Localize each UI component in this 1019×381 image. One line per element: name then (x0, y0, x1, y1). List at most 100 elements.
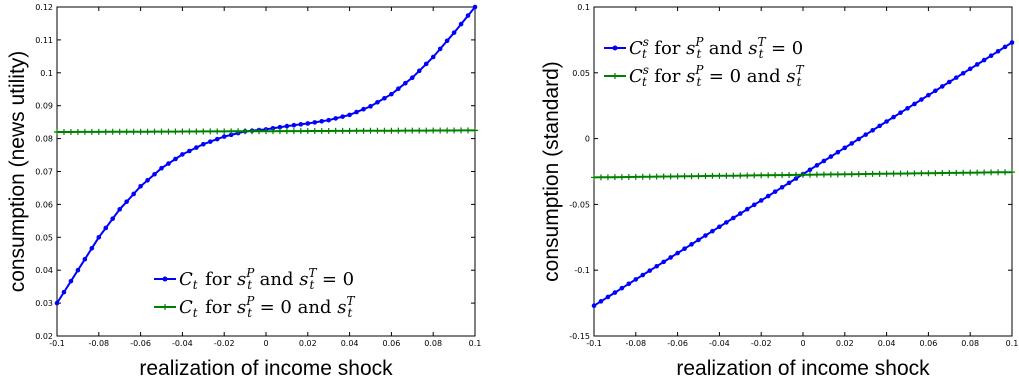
data-point (618, 174, 625, 181)
data-point (842, 145, 848, 151)
data-point (228, 128, 235, 135)
data-point (814, 163, 820, 168)
data-point (249, 128, 256, 135)
data-point (947, 79, 952, 85)
data-point (940, 84, 945, 89)
data-point (960, 70, 966, 76)
data-point (242, 128, 249, 135)
data-point (109, 128, 116, 135)
data-point (346, 127, 353, 134)
data-point (682, 246, 687, 252)
data-point (598, 299, 604, 304)
data-point (291, 122, 297, 128)
data-point (723, 172, 730, 179)
y-tick-label: -0.05 (569, 200, 590, 209)
data-point (619, 285, 625, 291)
y-tick-label: 0.05 (572, 69, 590, 78)
legend-marker (612, 73, 618, 79)
data-point (654, 263, 659, 269)
data-point (124, 199, 129, 204)
data-point (402, 127, 409, 134)
x-tick-label: 0.04 (878, 339, 896, 348)
y-tick-label: 0.06 (35, 200, 53, 209)
y-axis-label: consumption (standard) (540, 61, 563, 282)
data-point (744, 172, 751, 179)
data-point (772, 189, 778, 194)
data-point (779, 184, 785, 190)
data-point (430, 54, 436, 60)
data-point (458, 21, 464, 27)
data-point (786, 180, 792, 186)
data-point (863, 132, 868, 137)
data-point (765, 193, 771, 199)
data-point (74, 128, 81, 135)
data-point (806, 171, 813, 178)
data-point (325, 127, 332, 134)
data-point (681, 173, 688, 180)
data-point (611, 174, 618, 181)
data-point (800, 171, 806, 178)
data-point (877, 123, 882, 129)
data-point (458, 127, 465, 134)
data-point (283, 128, 290, 135)
data-point (591, 303, 597, 309)
data-point (925, 170, 932, 177)
y-tick-label: 0.02 (35, 332, 53, 341)
data-point (67, 128, 74, 135)
data-point (201, 141, 206, 147)
data-point (88, 128, 95, 135)
data-point (347, 112, 352, 118)
data-point (361, 106, 366, 112)
data-point (891, 114, 896, 120)
data-point (856, 136, 862, 142)
legend-marker (612, 45, 618, 51)
data-point (311, 128, 318, 135)
data-point (297, 128, 304, 135)
x-tick-label: 0.08 (424, 339, 442, 348)
x-tick-label: 0.02 (836, 339, 854, 348)
data-point (82, 256, 88, 262)
data-point (187, 148, 192, 154)
y-tick-label: 0.03 (35, 299, 53, 308)
data-point (626, 281, 632, 287)
data-point (437, 46, 443, 52)
data-point (130, 128, 137, 135)
data-point (200, 128, 207, 135)
x-tick-label: 0.04 (341, 339, 359, 348)
data-point (737, 172, 744, 179)
data-point (827, 171, 834, 178)
data-point (1009, 169, 1015, 176)
x-tick-label: 0.1 (1006, 339, 1019, 348)
data-point (423, 127, 430, 134)
data-point (717, 224, 722, 230)
data-point (166, 161, 171, 166)
data-point (898, 110, 903, 116)
data-point (849, 141, 855, 146)
data-point (625, 173, 632, 180)
data-point (304, 128, 311, 135)
x-tick-label: -0.02 (214, 339, 235, 348)
y-tick-label: 0.04 (35, 266, 53, 275)
data-point (214, 128, 221, 135)
data-point (820, 171, 827, 178)
data-point (703, 233, 708, 238)
data-point (416, 68, 422, 74)
data-point (290, 128, 297, 135)
data-point (828, 154, 834, 159)
data-point (368, 104, 373, 109)
data-point (834, 171, 841, 178)
data-point (276, 128, 283, 135)
data-point (848, 171, 855, 178)
data-point (172, 128, 179, 135)
data-point (890, 170, 897, 177)
data-point (905, 106, 910, 111)
data-point (117, 207, 122, 212)
data-point (353, 127, 360, 134)
data-point (744, 206, 750, 212)
data-point (263, 128, 269, 135)
y-tick-label: 0.11 (35, 36, 53, 45)
data-point (633, 277, 639, 282)
legend-label-2: Cs t for sP t = 0 and sT t (629, 63, 805, 89)
x-tick-label: 0.06 (382, 339, 400, 348)
data-point (332, 127, 339, 134)
